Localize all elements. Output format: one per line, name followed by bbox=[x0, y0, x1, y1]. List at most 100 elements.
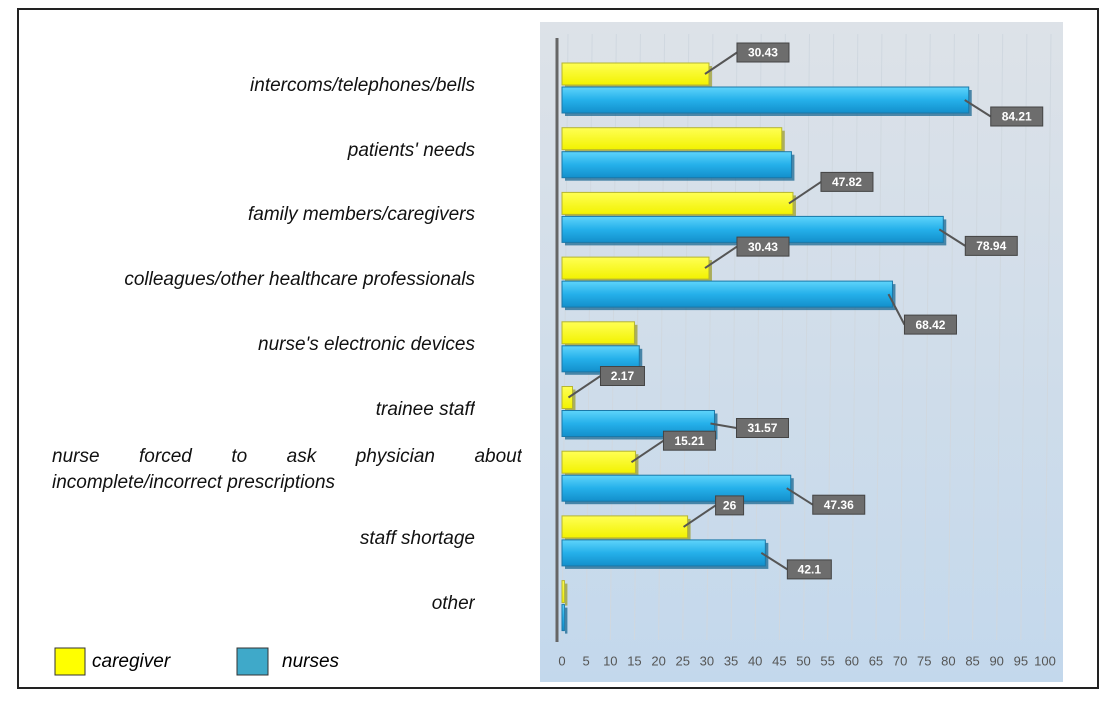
bar bbox=[561, 280, 893, 308]
grid-line bbox=[1044, 33, 1052, 641]
category-label-box: family members/caregivers bbox=[248, 204, 475, 225]
x-tick-label: 55 bbox=[820, 653, 834, 668]
bar bbox=[561, 604, 565, 632]
x-tick-label: 70 bbox=[893, 653, 907, 668]
x-tick-label: 5 bbox=[583, 653, 590, 668]
value-label-box bbox=[990, 106, 1044, 127]
bar bbox=[561, 127, 783, 151]
category-label: patients' needs bbox=[347, 139, 475, 161]
x-tick-label: 80 bbox=[941, 653, 955, 668]
value-label-box bbox=[599, 366, 645, 386]
grid-line bbox=[851, 33, 859, 641]
value-label-box bbox=[736, 42, 790, 63]
bar bbox=[561, 539, 766, 567]
bar bbox=[561, 515, 689, 539]
category-label-box: colleagues/other healthcare professional… bbox=[124, 269, 475, 290]
bar bbox=[561, 151, 792, 179]
leader-line bbox=[567, 375, 602, 399]
value-label: 15.21 bbox=[674, 434, 704, 448]
x-tick-label: 45 bbox=[772, 653, 786, 668]
x-tick-label: 100 bbox=[1034, 653, 1056, 668]
legend-swatch bbox=[236, 647, 269, 676]
category-label: staff shortage bbox=[359, 527, 475, 549]
value-label: 30.43 bbox=[748, 240, 778, 254]
category-label: nurse's electronic devices bbox=[258, 333, 475, 355]
value-label-box bbox=[715, 495, 745, 516]
x-tick-label: 30 bbox=[700, 653, 714, 668]
x-tick-label: 40 bbox=[748, 653, 762, 668]
value-label: 42.1 bbox=[798, 563, 822, 577]
grid-line bbox=[996, 33, 1004, 641]
leader-line bbox=[887, 293, 906, 326]
legend-swatch bbox=[54, 647, 86, 676]
bar bbox=[561, 450, 636, 474]
value-label: 31.57 bbox=[747, 421, 777, 435]
category-label-box: staff shortage bbox=[359, 527, 475, 549]
value-label: 47.82 bbox=[832, 175, 862, 189]
value-label: 78.94 bbox=[976, 239, 1006, 253]
category-label-box: patients' needs bbox=[347, 139, 475, 161]
category-label-box: intercoms/telephones/bells bbox=[250, 75, 475, 96]
category-label: trainee staff bbox=[375, 398, 475, 420]
legend-label: nurses bbox=[282, 651, 340, 672]
x-tick-label: 0 bbox=[558, 653, 565, 668]
leader-line bbox=[704, 245, 738, 269]
grid-line bbox=[899, 33, 907, 641]
x-tick-label: 90 bbox=[989, 653, 1003, 668]
bar-depth bbox=[565, 607, 568, 634]
bar bbox=[561, 580, 565, 604]
leader-line bbox=[704, 51, 738, 75]
leader-line bbox=[760, 552, 788, 571]
bar bbox=[561, 86, 970, 114]
value-label: 30.43 bbox=[748, 46, 778, 60]
x-tick-label: 25 bbox=[676, 653, 690, 668]
leader-line bbox=[683, 504, 717, 528]
category-label-box: other bbox=[431, 592, 475, 614]
leader-line bbox=[630, 439, 665, 464]
value-label-box bbox=[903, 314, 957, 335]
value-label-box bbox=[812, 494, 866, 515]
category-label-box: nurse's electronic devices bbox=[258, 333, 475, 355]
leader-line bbox=[938, 228, 966, 247]
grid-line bbox=[1020, 33, 1028, 641]
grid-line bbox=[923, 33, 931, 641]
bar bbox=[561, 62, 710, 86]
x-tick-label: 75 bbox=[917, 653, 931, 668]
value-label-box bbox=[735, 418, 789, 438]
category-label: nurse forced to ask physician about inco… bbox=[52, 446, 522, 494]
x-tick-label: 65 bbox=[869, 653, 883, 668]
leader-line bbox=[964, 99, 992, 118]
x-tick-label: 85 bbox=[965, 653, 979, 668]
grid-line bbox=[947, 33, 955, 641]
x-tick-label: 60 bbox=[845, 653, 859, 668]
value-label: 47.36 bbox=[824, 498, 854, 512]
leader-line bbox=[788, 181, 822, 205]
bar bbox=[561, 256, 710, 280]
bar bbox=[561, 386, 573, 409]
bar bbox=[561, 474, 792, 502]
grid-line bbox=[972, 33, 980, 641]
category-label-box: nurse forced to ask physician about inco… bbox=[52, 446, 522, 494]
value-label-box bbox=[820, 171, 874, 192]
bar bbox=[561, 321, 635, 345]
grid-line bbox=[827, 33, 835, 641]
x-tick-label: 20 bbox=[651, 653, 665, 668]
legend-label: caregiver bbox=[92, 651, 171, 672]
x-tick-label: 50 bbox=[796, 653, 810, 668]
bar-depth bbox=[565, 583, 568, 606]
category-label-box: trainee staff bbox=[375, 398, 475, 420]
x-tick-label: 10 bbox=[603, 653, 617, 668]
leader-line bbox=[786, 487, 814, 506]
frame bbox=[17, 8, 1099, 689]
category-label: other bbox=[431, 592, 475, 614]
value-label: 2.17 bbox=[611, 369, 635, 383]
value-label: 68.42 bbox=[915, 318, 945, 332]
grid-line bbox=[875, 33, 883, 641]
value-label: 26 bbox=[723, 499, 737, 513]
value-label: 84.21 bbox=[1002, 110, 1032, 124]
x-tick-label: 15 bbox=[627, 653, 641, 668]
x-tick-label: 95 bbox=[1014, 653, 1028, 668]
value-label-box bbox=[736, 236, 790, 257]
